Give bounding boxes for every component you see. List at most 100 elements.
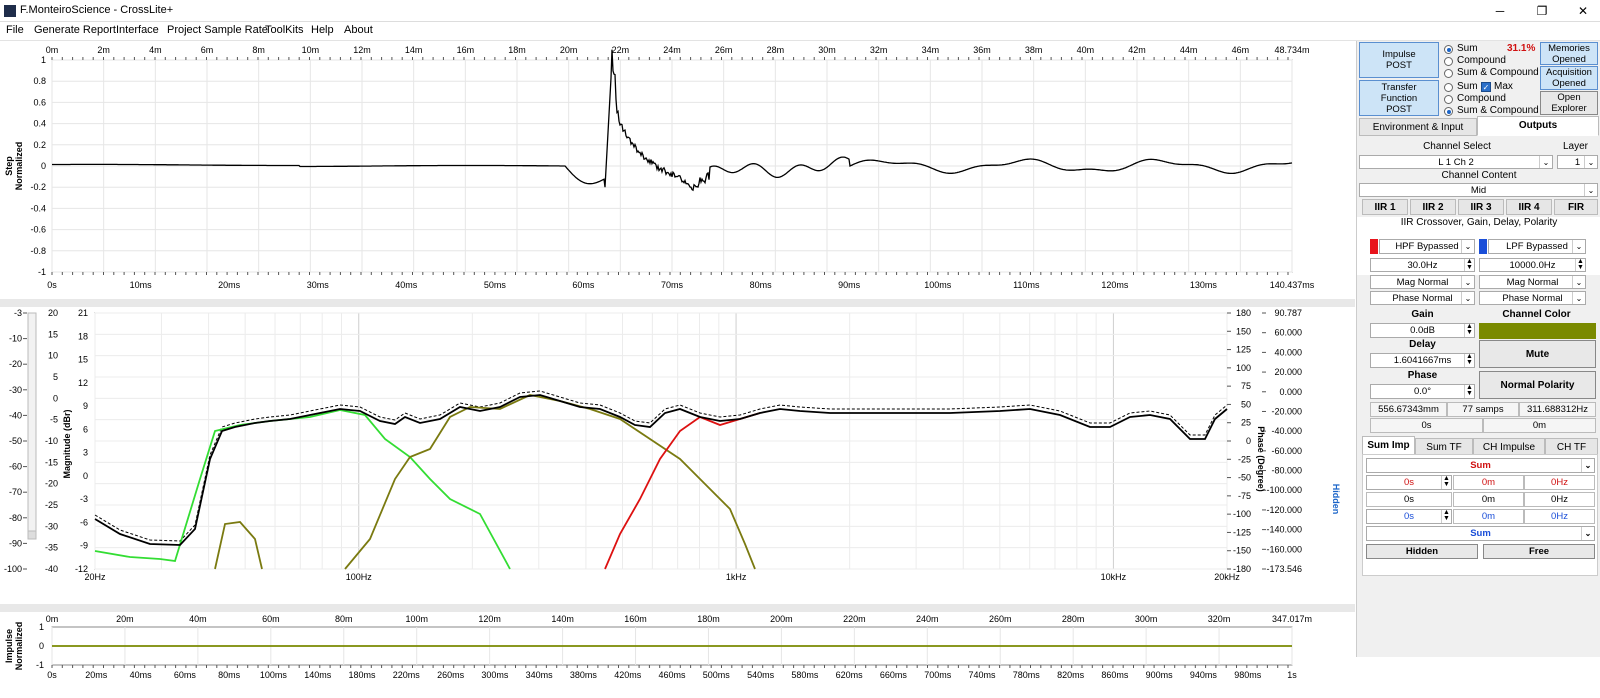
- hpf-mag-dropdown[interactable]: Mag Normal ⌄: [1370, 275, 1475, 289]
- sum-dropdown-top[interactable]: Sum ⌄: [1366, 458, 1595, 473]
- hidden-label: Hidden: [1331, 484, 1341, 515]
- bottom-tick-label: 100ms: [260, 670, 288, 680]
- splitter[interactable]: [0, 299, 1355, 307]
- top-tick-label: 16m: [457, 45, 475, 55]
- spin-arrows-icon[interactable]: ▲ ▼: [1441, 476, 1451, 489]
- menu-generate-report[interactable]: Generate Report: [34, 24, 116, 36]
- y-tick-label: 0.6: [33, 97, 46, 107]
- radio-sum-compound[interactable]: [1444, 107, 1453, 116]
- mute-button[interactable]: Mute: [1479, 340, 1596, 368]
- y-axis-label: Magnitude (dBr): [62, 410, 72, 479]
- cursor2-distance: 0m: [1453, 509, 1524, 524]
- menu-project-sample-rate[interactable]: Project Sample Rate: [167, 24, 268, 36]
- transfer-function-plot[interactable]: -3-10-20-30-40-50-60-70-80-90-1002015105…: [0, 309, 1355, 604]
- top-tick-label: 12m: [353, 45, 371, 55]
- open-explorer-button[interactable]: Open Explorer: [1540, 91, 1598, 115]
- freq-label: 10kHz: [1101, 572, 1127, 582]
- radio-sum[interactable]: [1444, 45, 1453, 54]
- top-tick-label: 44m: [1180, 45, 1198, 55]
- tab-fir[interactable]: FIR: [1554, 199, 1598, 215]
- radio-compound[interactable]: [1444, 57, 1453, 66]
- layer-dropdown[interactable]: 1 ⌄: [1557, 155, 1598, 169]
- tab-sum-imp[interactable]: Sum Imp: [1362, 436, 1415, 455]
- mag-tick-label: -30: [45, 521, 58, 531]
- tab-ch-impulse[interactable]: CH Impulse: [1473, 438, 1545, 455]
- spin-arrows-icon[interactable]: ▲ ▼: [1464, 259, 1474, 271]
- y-axis-label: Phase (Degree): [1256, 426, 1266, 492]
- hpf-phase-dropdown[interactable]: Phase Normal ⌄: [1370, 291, 1475, 305]
- transfer-function-post-button[interactable]: Transfer Function POST: [1359, 80, 1439, 116]
- max-checkbox[interactable]: ✓: [1481, 82, 1491, 92]
- radio-sum-compound[interactable]: [1444, 69, 1453, 78]
- hpf-frequency-input[interactable]: 30.0Hz ▲ ▼: [1370, 258, 1475, 272]
- spin-arrows-icon[interactable]: ▲ ▼: [1464, 385, 1474, 398]
- lpf-type-dropdown[interactable]: LPF Bypassed ⌄: [1488, 239, 1586, 254]
- polarity-button[interactable]: Normal Polarity: [1479, 371, 1596, 399]
- tab-iir2[interactable]: IIR 2: [1410, 199, 1456, 215]
- mag-tick-label: -15: [45, 457, 58, 467]
- tab-outputs[interactable]: Outputs: [1477, 116, 1599, 136]
- tab-ch-tf[interactable]: CH TF: [1545, 438, 1598, 455]
- radio-label: Compound: [1457, 93, 1506, 104]
- cursor1-time[interactable]: 0s ▲ ▼: [1366, 475, 1452, 490]
- tab-sum-tf[interactable]: Sum TF: [1415, 438, 1473, 455]
- hidden-button[interactable]: Hidden: [1366, 544, 1478, 559]
- sum-dropdown-bottom[interactable]: Sum ⌄: [1366, 526, 1595, 541]
- freq-label: 20Hz: [84, 572, 106, 582]
- menu-help[interactable]: Help: [311, 24, 334, 36]
- impulse-plot[interactable]: 0m 20m 40m 60m 80m 100m 120m 140m 160m 180m 200m 22…: [0, 613, 1355, 698]
- mag-tick-label: 3: [83, 448, 88, 458]
- top-tick-label: 220m: [843, 614, 866, 624]
- hpf-type-dropdown[interactable]: HPF Bypassed ⌄: [1379, 239, 1475, 254]
- bottom-tick-label: 90ms: [838, 280, 861, 290]
- step-response-plot[interactable]: 0m 2m 4m 6m 8m 10m 12m 14m 16m 18m 20m 22m 24m 26m 28m…: [0, 41, 1355, 297]
- checkbox-label: Max: [1494, 81, 1513, 92]
- tab-iir1[interactable]: IIR 1: [1362, 199, 1408, 215]
- bottom-tick-label: 40ms: [395, 280, 418, 290]
- tab-iir4[interactable]: IIR 4: [1506, 199, 1552, 215]
- close-icon[interactable]: ✕: [1568, 2, 1598, 20]
- phase-input[interactable]: 0.0° ▲ ▼: [1370, 384, 1475, 399]
- delay-input[interactable]: 1.6041667ms ▲ ▼: [1370, 353, 1475, 368]
- channel-color-swatch[interactable]: [1479, 323, 1596, 339]
- phase-tick-label: 25: [1241, 418, 1251, 428]
- y-tick-label: 1: [41, 55, 46, 65]
- acquisition-opened-button[interactable]: Acquisition Opened: [1540, 66, 1598, 90]
- menu-about[interactable]: About: [344, 24, 373, 36]
- radio-sum[interactable]: [1444, 83, 1453, 92]
- mag-tick-label: 20: [48, 309, 58, 318]
- mag-tick-label: 21: [78, 309, 88, 318]
- spin-arrows-icon[interactable]: ▲ ▼: [1464, 354, 1474, 367]
- radio-compound[interactable]: [1444, 95, 1453, 104]
- lpf-phase-dropdown[interactable]: Phase Normal ⌄: [1479, 291, 1586, 305]
- top-tick-label: 14m: [405, 45, 423, 55]
- bottom-tick-label: 540ms: [747, 670, 775, 680]
- channel-select-dropdown[interactable]: L 1 Ch 2 ⌄: [1359, 155, 1553, 169]
- tab-iir3[interactable]: IIR 3: [1458, 199, 1504, 215]
- phase-tick-label: -125: [1233, 527, 1251, 537]
- outer-tick-label: -30: [9, 385, 22, 395]
- memories-opened-button[interactable]: Memories Opened: [1540, 42, 1598, 65]
- minimize-icon[interactable]: ─: [1485, 2, 1515, 20]
- lpf-frequency-input[interactable]: 10000.0Hz ▲ ▼: [1479, 258, 1586, 272]
- channel-content-dropdown[interactable]: Mid ⌄: [1359, 183, 1598, 197]
- spin-arrows-icon[interactable]: ▲ ▼: [1575, 259, 1585, 271]
- impulse-post-button[interactable]: Impulse POST: [1359, 42, 1439, 78]
- tab-environment-input[interactable]: Environment & Input: [1359, 118, 1477, 136]
- gain-label: Gain: [1370, 309, 1475, 320]
- spin-arrows-icon[interactable]: ▲ ▼: [1441, 510, 1451, 523]
- cursor2-time[interactable]: 0s ▲ ▼: [1366, 509, 1452, 524]
- chevron-down-icon: ⌄: [1581, 459, 1594, 472]
- spin-arrows-icon[interactable]: ▲ ▼: [1464, 324, 1474, 337]
- bottom-tick-label: 130ms: [1190, 280, 1218, 290]
- menu-file[interactable]: File: [6, 24, 24, 36]
- splitter[interactable]: [0, 604, 1355, 612]
- gain-input[interactable]: 0.0dB ▲ ▼: [1370, 323, 1475, 338]
- free-button[interactable]: Free: [1483, 544, 1595, 559]
- menu-toolkits[interactable]: ToolKits: [265, 24, 304, 36]
- maximize-icon[interactable]: ❐: [1527, 2, 1557, 20]
- menu-interface[interactable]: Interface: [116, 24, 159, 36]
- phase-tick-label: -75: [1238, 491, 1251, 501]
- lpf-mag-dropdown[interactable]: Mag Normal ⌄: [1479, 275, 1586, 289]
- info-distance: 556.67343mm: [1370, 402, 1447, 417]
